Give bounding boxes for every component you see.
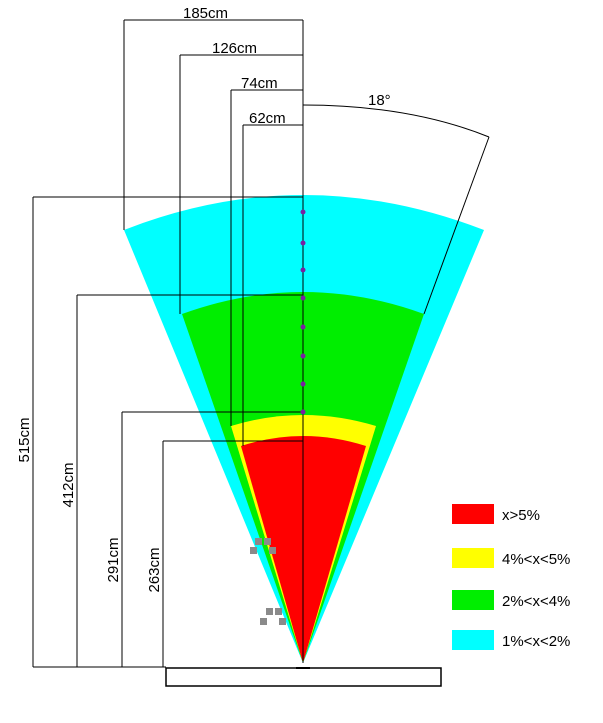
legend-swatch-4to5 [452,548,494,568]
axis-marker [300,324,306,330]
dim-412 [76,294,303,667]
legend-swatch-2to4 [452,590,494,610]
legend: x>5% 4%<x<5% 2%<x<4% 1%<x<2% [452,504,570,650]
angle-arc-ray [423,136,490,315]
dim-126 [179,54,303,314]
dim-291-label: 291cm [105,537,122,582]
legend-label-over5: x>5% [502,507,540,524]
angle-arc [302,104,490,138]
dim-412-label: 412cm [60,462,77,507]
dim-74-label: 74cm [241,75,278,92]
axis-marker [300,295,306,301]
device-icon [260,608,286,625]
axis-marker [300,353,306,359]
dim-515 [32,196,303,668]
dim-185 [123,19,303,230]
dim-62 [242,124,303,446]
device-icon [250,538,276,554]
dim-126-label: 126cm [212,40,257,57]
axis-marker [300,209,306,215]
angle-label: 18° [368,92,391,109]
legend-swatch-1to2 [452,630,494,650]
dim-263 [162,440,303,667]
dim-74 [230,89,303,426]
legend-label-4to5: 4%<x<5% [502,551,570,568]
legend-label-1to2: 1%<x<2% [502,633,570,650]
dim-62-label: 62cm [249,110,286,127]
axis-marker [300,240,306,246]
axis-marker [300,381,306,387]
legend-swatch-over5 [452,504,494,524]
dim-263-label: 263cm [146,547,163,592]
dim-291 [121,411,303,667]
axis-marker [300,267,306,273]
axis-markers [300,209,306,415]
dim-515-label: 515cm [16,417,33,462]
base-bar [165,667,442,687]
dim-185-label: 185cm [183,5,228,22]
legend-label-2to4: 2%<x<4% [502,593,570,610]
axis-marker [300,409,306,415]
